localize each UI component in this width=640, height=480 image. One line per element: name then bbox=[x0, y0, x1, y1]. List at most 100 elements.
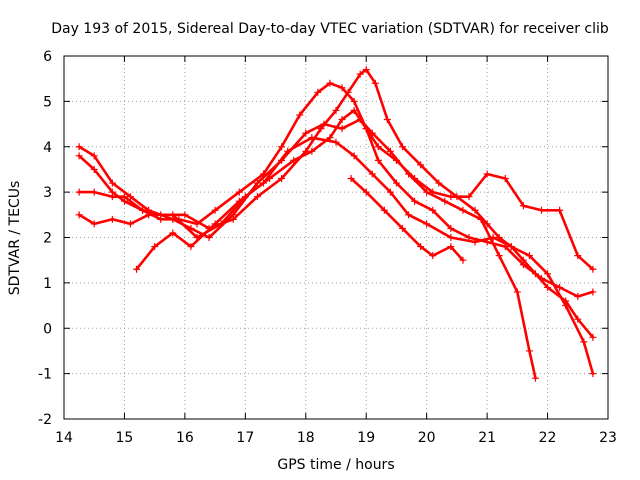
data-point bbox=[90, 165, 98, 173]
data-point bbox=[513, 288, 521, 296]
x-tick-label: 19 bbox=[357, 430, 375, 446]
data-point bbox=[423, 220, 431, 228]
data-point bbox=[392, 179, 400, 187]
y-tick-label: -1 bbox=[38, 367, 52, 383]
y-tick-label: -2 bbox=[38, 412, 52, 428]
data-point bbox=[525, 252, 533, 260]
data-point bbox=[383, 116, 391, 124]
data-point bbox=[350, 152, 358, 160]
data-point bbox=[302, 129, 310, 137]
data-point bbox=[278, 143, 286, 151]
data-point bbox=[108, 193, 116, 201]
data-point bbox=[75, 152, 83, 160]
data-point bbox=[296, 111, 304, 119]
data-point bbox=[75, 188, 83, 196]
data-point bbox=[133, 265, 141, 273]
x-tick-label: 23 bbox=[599, 430, 617, 446]
data-point bbox=[441, 197, 449, 205]
data-point bbox=[544, 270, 552, 278]
data-point bbox=[259, 179, 267, 187]
data-point bbox=[483, 170, 491, 178]
data-point bbox=[589, 288, 597, 296]
data-point bbox=[284, 147, 292, 155]
data-point bbox=[489, 234, 497, 241]
y-tick-label: 0 bbox=[43, 321, 52, 337]
series-line bbox=[135, 136, 595, 375]
data-point bbox=[405, 211, 413, 219]
data-point bbox=[235, 197, 243, 205]
data-point bbox=[380, 206, 388, 214]
series-track-2 bbox=[75, 116, 539, 382]
data-point bbox=[347, 175, 355, 183]
series-track-5 bbox=[133, 134, 597, 378]
data-point bbox=[350, 106, 358, 114]
data-point bbox=[574, 252, 582, 260]
data-point bbox=[538, 274, 546, 282]
data-point bbox=[574, 292, 582, 300]
data-point bbox=[169, 229, 177, 237]
data-point bbox=[120, 193, 128, 201]
data-point bbox=[338, 116, 346, 124]
data-point bbox=[371, 79, 379, 87]
series-track-4 bbox=[75, 106, 597, 300]
data-point bbox=[374, 156, 382, 164]
data-series bbox=[75, 66, 597, 382]
data-point bbox=[477, 215, 485, 223]
data-point bbox=[398, 143, 406, 151]
data-point bbox=[519, 261, 527, 269]
x-tick-label: 17 bbox=[236, 430, 254, 446]
data-point bbox=[435, 179, 443, 187]
data-point bbox=[205, 234, 213, 241]
data-point bbox=[411, 175, 419, 183]
data-point bbox=[314, 88, 322, 96]
data-point bbox=[145, 211, 153, 219]
data-point bbox=[75, 211, 83, 219]
series-line bbox=[77, 118, 537, 380]
data-point bbox=[459, 256, 467, 264]
x-tick-label: 22 bbox=[539, 430, 557, 446]
data-point bbox=[235, 188, 243, 196]
data-point bbox=[108, 215, 116, 223]
data-point bbox=[374, 143, 382, 151]
data-point bbox=[126, 220, 134, 228]
data-point bbox=[90, 188, 98, 196]
data-point bbox=[308, 147, 316, 155]
x-tick-label: 14 bbox=[55, 430, 73, 446]
data-point bbox=[108, 179, 116, 187]
data-point bbox=[193, 220, 201, 228]
data-point bbox=[332, 138, 340, 146]
data-point bbox=[75, 143, 83, 151]
x-tick-label: 15 bbox=[116, 430, 134, 446]
series-track-6 bbox=[347, 175, 467, 264]
data-point bbox=[253, 193, 261, 201]
data-point bbox=[544, 283, 552, 291]
x-tick-label: 21 bbox=[478, 430, 496, 446]
data-point bbox=[362, 188, 370, 196]
data-point bbox=[157, 215, 165, 223]
data-point bbox=[580, 338, 588, 346]
data-point bbox=[253, 179, 261, 187]
data-point bbox=[417, 243, 425, 251]
data-point bbox=[574, 315, 582, 323]
data-point bbox=[338, 125, 346, 133]
chart-title: Day 193 of 2015, Sidereal Day-to-day VTE… bbox=[51, 21, 609, 37]
data-point bbox=[362, 66, 370, 74]
data-point bbox=[519, 202, 527, 210]
data-point bbox=[556, 283, 564, 291]
data-point bbox=[386, 188, 394, 196]
data-point bbox=[398, 224, 406, 232]
data-point bbox=[507, 243, 515, 251]
data-point bbox=[338, 84, 346, 92]
x-tick-label: 18 bbox=[297, 430, 315, 446]
y-tick-label: 3 bbox=[43, 185, 52, 201]
data-point bbox=[589, 370, 597, 378]
data-point bbox=[589, 265, 597, 273]
data-point bbox=[151, 243, 159, 251]
data-point bbox=[386, 147, 394, 155]
data-point bbox=[169, 211, 177, 219]
data-point bbox=[447, 224, 455, 232]
data-point bbox=[501, 175, 509, 183]
data-point bbox=[126, 193, 134, 201]
data-point bbox=[259, 170, 267, 178]
